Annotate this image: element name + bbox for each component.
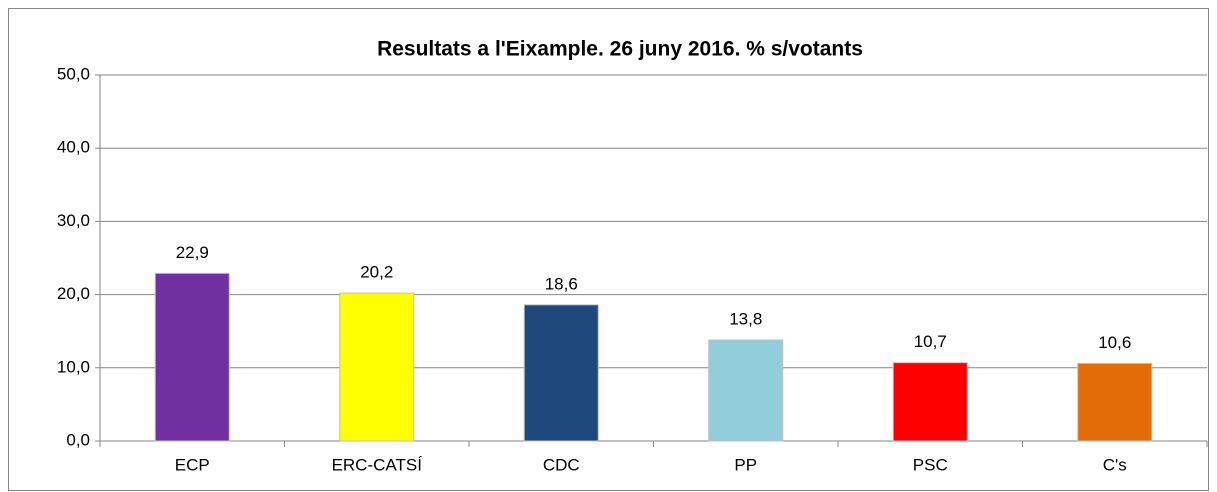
bar: [154, 272, 230, 442]
bar: [523, 304, 599, 442]
bar: [339, 292, 415, 442]
y-tick-label: 30,0: [57, 211, 90, 230]
y-tick-label: 0,0: [66, 430, 90, 449]
bar: [1077, 362, 1153, 442]
x-tick-label: CDC: [543, 455, 580, 474]
y-tick-label: 20,0: [57, 284, 90, 303]
bar: [708, 339, 784, 442]
y-tick-label: 10,0: [57, 357, 90, 376]
bar: [892, 362, 968, 442]
data-label: 10,6: [1098, 333, 1131, 352]
x-tick-label: ERC-CATSÍ: [332, 455, 423, 474]
data-label: 22,9: [176, 243, 209, 262]
y-tick-label: 40,0: [57, 138, 90, 157]
x-tick-label: PSC: [913, 455, 948, 474]
data-label: 13,8: [729, 309, 762, 328]
x-tick-label: ECP: [175, 455, 210, 474]
y-tick-label: 50,0: [57, 64, 90, 83]
x-tick-label: PP: [734, 455, 757, 474]
x-tick-label: C's: [1103, 455, 1127, 474]
data-label: 20,2: [360, 263, 393, 282]
data-label: 10,7: [914, 332, 947, 351]
data-label: 18,6: [545, 274, 578, 293]
chart-title: Resultats a l'Eixample. 26 juny 2016. % …: [377, 38, 863, 61]
